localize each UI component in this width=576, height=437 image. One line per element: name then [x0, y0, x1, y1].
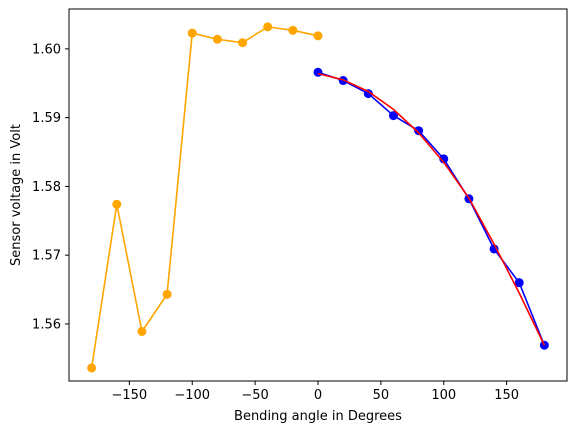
- series-1: [313, 67, 549, 350]
- y-tick-label: 1.58: [32, 180, 61, 195]
- data-point: [439, 154, 449, 164]
- x-tick-label: −150: [112, 388, 148, 403]
- series-layer: [87, 22, 549, 373]
- series-line: [317, 71, 546, 346]
- series-2: [317, 72, 546, 346]
- data-point: [187, 28, 197, 38]
- data-point: [539, 340, 549, 350]
- data-point: [388, 111, 398, 121]
- plot-frame: [68, 8, 568, 382]
- x-tick-label: −50: [241, 388, 268, 403]
- ticks-layer: −150 −100 −50 0 50 100 150 1.56 1.57 1.58 1.59 1.60: [32, 42, 519, 403]
- series-line: [317, 72, 546, 346]
- y-tick-label: 1.56: [32, 317, 61, 332]
- x-axis-title: Bending angle in Degrees: [234, 409, 402, 424]
- x-tick-label: 150: [494, 388, 519, 403]
- x-tick-label: 100: [431, 388, 456, 403]
- y-tick-label: 1.59: [32, 111, 61, 126]
- x-tick-label: 50: [373, 388, 390, 403]
- data-point: [137, 326, 147, 336]
- series-line: [90, 26, 319, 369]
- data-point: [87, 363, 97, 373]
- data-point: [414, 126, 424, 136]
- y-tick-label: 1.57: [32, 249, 61, 264]
- y-tick-label: 1.60: [32, 42, 61, 57]
- data-point: [514, 278, 524, 288]
- y-axis-title: Sensor voltage in Volt: [9, 124, 24, 266]
- data-point: [212, 34, 222, 44]
- data-point: [263, 22, 273, 32]
- series-0: [87, 22, 323, 373]
- data-point: [288, 25, 298, 35]
- data-point: [112, 199, 122, 209]
- x-tick-label: 0: [314, 388, 322, 403]
- data-point: [489, 244, 499, 254]
- x-tick-label: −100: [174, 388, 210, 403]
- data-point: [162, 289, 172, 299]
- data-point: [313, 31, 323, 41]
- data-point: [238, 38, 248, 48]
- data-point: [313, 67, 323, 77]
